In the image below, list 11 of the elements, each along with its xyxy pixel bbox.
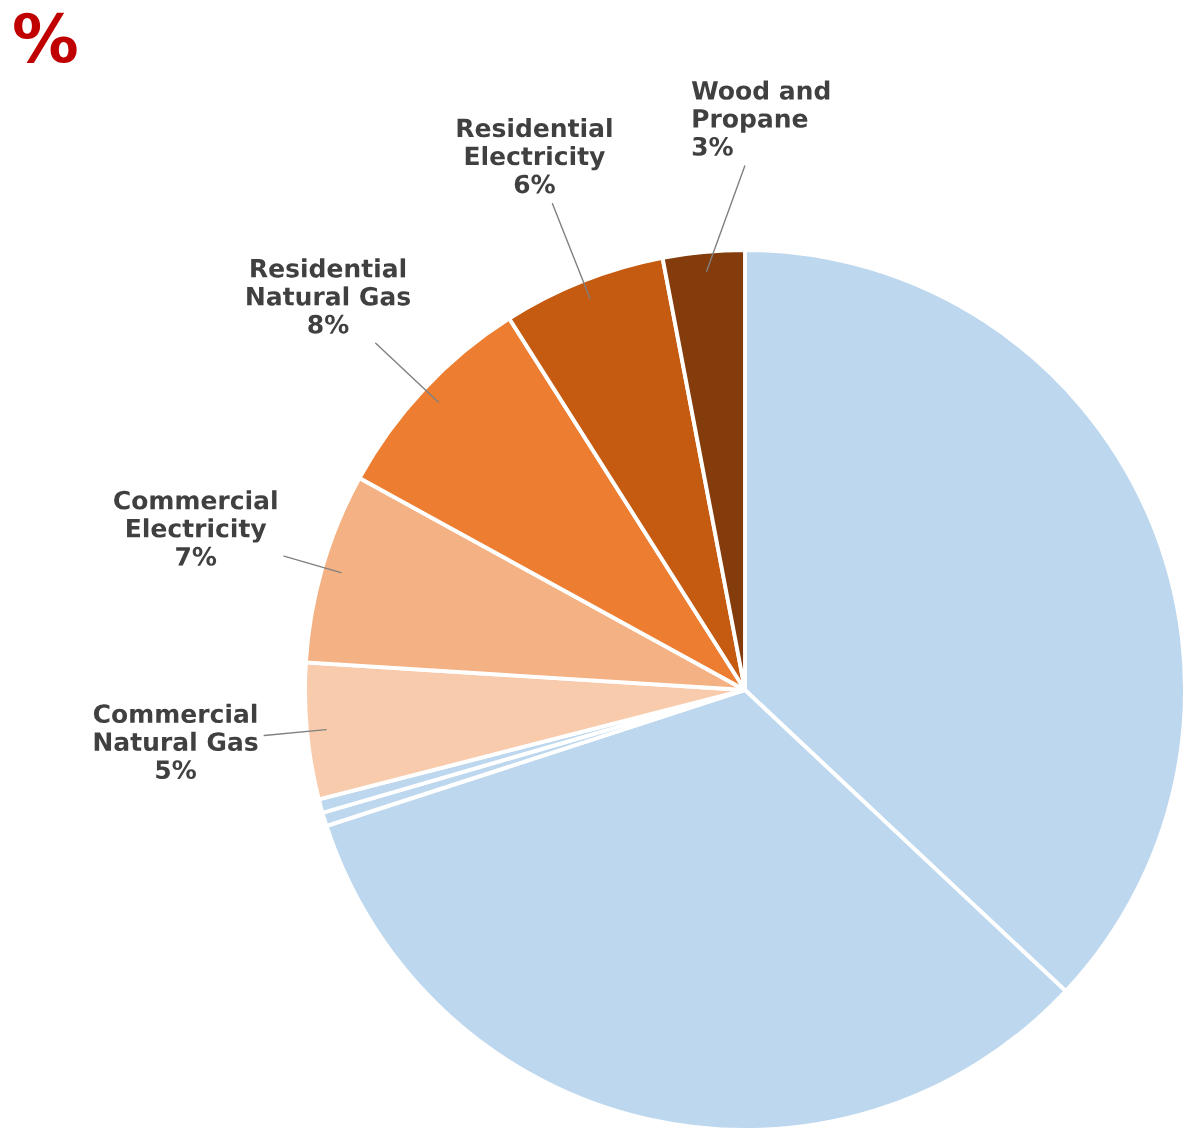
- text: %: [14, 12, 77, 64]
- data-label: 6%: [514, 174, 555, 194]
- data-label: 5%: [156, 760, 196, 780]
- slice-label: Residential Natural Gas: [247, 258, 410, 306]
- data-label: 8%: [308, 314, 349, 334]
- slice-label: Residential Electricity: [457, 117, 612, 171]
- data-label: 7%: [176, 546, 217, 566]
- slice-label: Commercial Electricity: [114, 490, 277, 543]
- slice-label: Commercial Natural Gas: [93, 703, 258, 752]
- data-label: 3%: [692, 136, 733, 156]
- slice-label: Wood and Propane: [691, 80, 830, 133]
